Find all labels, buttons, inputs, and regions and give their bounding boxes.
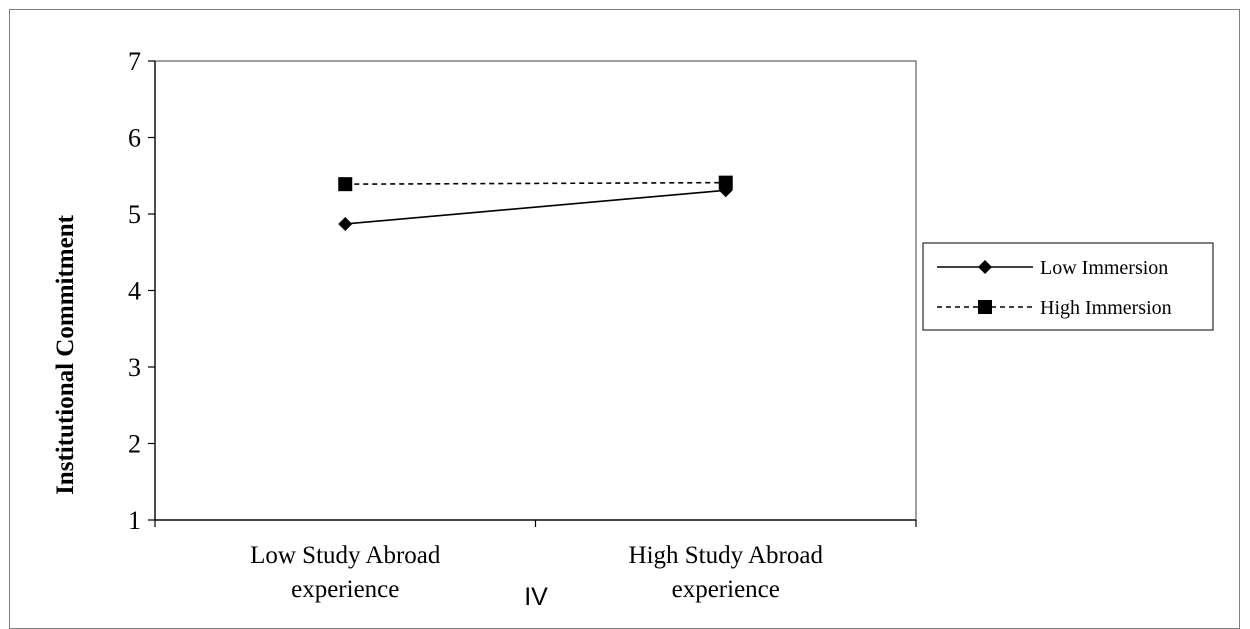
y-ticks: 1 2 3 4 5 6 7 — [128, 47, 155, 535]
x-category-label: experience — [291, 576, 399, 603]
y-axis-title: Institutional Commitment — [52, 214, 79, 495]
series-1 — [338, 175, 733, 192]
y-tick-label: 6 — [128, 124, 141, 153]
legend: Low Immersion High Immersion — [922, 242, 1214, 331]
y-tick-label: 3 — [128, 353, 141, 382]
legend-marker — [978, 260, 992, 274]
x-ticks: Low Study Abroad experience High Study Abr… — [154, 520, 917, 603]
series-0 — [338, 183, 733, 231]
series-layer — [338, 175, 733, 231]
data-point — [718, 175, 733, 190]
y-tick-label: 7 — [128, 47, 141, 76]
y-tick-label: 1 — [128, 506, 141, 535]
x-category-label: High Study Abroad — [629, 542, 824, 569]
y-tick-label: 2 — [128, 430, 141, 459]
y-tick-label: 5 — [128, 200, 141, 229]
legend-label: Low Immersion — [1040, 257, 1168, 279]
x-axis-title: IV — [524, 583, 548, 609]
x-category-label: experience — [672, 576, 780, 603]
series-line — [345, 181, 726, 185]
plot-area — [154, 60, 917, 521]
data-point — [338, 216, 353, 231]
legend-marker — [978, 300, 992, 314]
series-line — [345, 189, 726, 225]
x-category-label: Low Study Abroad — [250, 542, 441, 569]
legend-box — [922, 242, 1214, 331]
data-point — [338, 177, 353, 192]
legend-label: High Immersion — [1040, 297, 1172, 319]
chart-svg: 1 2 3 4 5 6 7 Low Study Abroad experience High S… — [52, 47, 1214, 609]
y-tick-label: 4 — [128, 277, 141, 306]
